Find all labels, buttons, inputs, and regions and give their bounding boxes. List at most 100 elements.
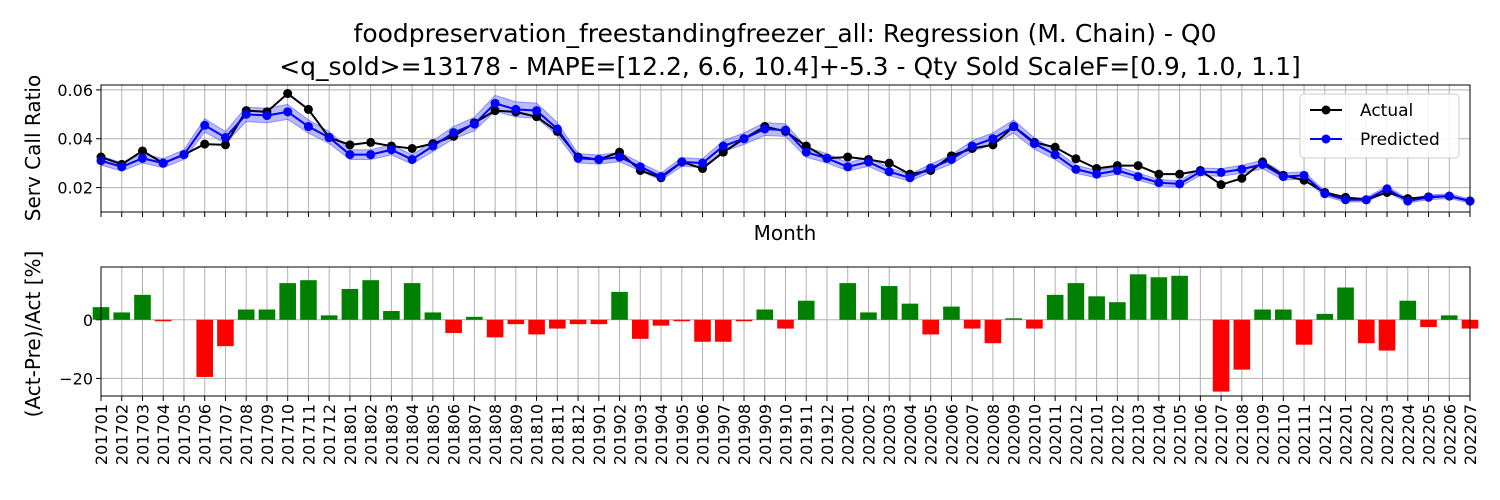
predicted-point — [117, 162, 127, 172]
month-tick-label: 202007 — [963, 404, 982, 465]
error-bar — [1150, 277, 1168, 320]
error-bar — [1109, 302, 1126, 320]
error-bar — [362, 280, 379, 320]
error-bar — [1233, 319, 1251, 370]
predicted-point — [988, 134, 998, 144]
actual-point — [843, 152, 853, 162]
error-bar — [279, 283, 296, 320]
month-tick-label: 202102 — [1108, 404, 1127, 465]
month-tick-label: 202204 — [1399, 404, 1418, 465]
error-bar — [1337, 287, 1354, 320]
predicted-point — [926, 163, 936, 173]
month-tick-label: 202106 — [1191, 404, 1210, 465]
legend-actual-marker — [1321, 105, 1331, 115]
predicted-point — [615, 152, 625, 162]
month-tick-label: 202207 — [1461, 404, 1480, 465]
error-bar — [1275, 309, 1292, 320]
error-bar — [569, 319, 587, 325]
month-tick-label: 202112 — [1316, 404, 1335, 465]
legend-actual-label: Actual — [1360, 101, 1413, 121]
month-tick-label: 201812 — [569, 404, 588, 465]
month-tick-label: 201801 — [341, 404, 360, 465]
error-bar — [590, 319, 608, 325]
predicted-point — [428, 141, 438, 151]
error-bar — [984, 319, 1002, 344]
actual-point — [345, 140, 355, 150]
predicted-point — [241, 109, 251, 119]
month-tick-label: 201701 — [92, 404, 111, 465]
month-tick-label: 202005 — [922, 404, 941, 465]
error-bar — [1088, 296, 1105, 320]
top-ytick-label: 0.02 — [57, 179, 93, 198]
month-tick-label: 202104 — [1150, 404, 1169, 465]
month-tick-label: 201901 — [590, 404, 609, 465]
predicted-point — [781, 125, 790, 135]
error-bar — [1026, 319, 1043, 329]
predicted-point — [1050, 150, 1060, 160]
month-tick-label: 201809 — [507, 404, 526, 465]
error-bar — [963, 319, 981, 329]
predicted-point — [905, 173, 915, 183]
top-ytick-label: 0.04 — [57, 130, 93, 149]
month-tick-label: 201802 — [362, 404, 381, 465]
legend-predicted-marker — [1321, 134, 1331, 144]
error-bar — [901, 303, 919, 320]
error-bar — [839, 283, 857, 320]
actual-point — [490, 106, 500, 116]
month-tick-label: 202011 — [1046, 404, 1065, 465]
error-bar — [320, 315, 338, 320]
month-tick-label: 201807 — [465, 404, 484, 465]
predicted-point — [1444, 191, 1454, 201]
month-tick-label: 202203 — [1378, 404, 1397, 465]
error-bar — [424, 312, 442, 320]
predicted-point — [303, 122, 313, 132]
error-bar — [466, 316, 483, 320]
predicted-point — [137, 153, 147, 163]
predicted-point — [283, 107, 293, 117]
actual-point — [1133, 161, 1143, 171]
predicted-point — [345, 150, 355, 160]
predicted-point — [158, 158, 168, 168]
predicted-point — [822, 153, 832, 163]
error-bar — [1171, 275, 1188, 320]
month-tick-label: 201703 — [133, 404, 152, 465]
month-tick-label: 201709 — [258, 404, 277, 465]
error-bar — [403, 283, 421, 320]
error-bar — [528, 319, 545, 335]
month-tick-label: 202105 — [1171, 404, 1190, 465]
error-bar — [652, 319, 670, 326]
month-tick-label: 201811 — [548, 404, 567, 465]
error-bar — [300, 280, 317, 320]
month-tick-label: 201806 — [445, 404, 464, 465]
month-tick-label: 202205 — [1420, 404, 1439, 465]
actual-point — [220, 140, 230, 150]
predicted-point — [1112, 165, 1122, 175]
month-tick-label: 201912 — [818, 404, 837, 465]
predicted-point — [1320, 189, 1330, 199]
predicted-point — [220, 133, 230, 143]
predicted-point — [511, 104, 521, 114]
error-bar — [756, 309, 774, 320]
error-bar — [154, 319, 172, 322]
predicted-point — [1092, 169, 1102, 179]
predicted-point — [1071, 164, 1081, 174]
top-y-axis-label: Serv Call Ratio — [21, 75, 45, 221]
month-tick-label: 202003 — [880, 404, 899, 465]
predicted-point — [967, 141, 977, 151]
actual-point — [407, 144, 417, 153]
error-bar — [1295, 319, 1313, 345]
error-bar — [714, 319, 732, 342]
month-tick-label: 202009 — [1005, 404, 1024, 465]
month-tick-label: 201804 — [403, 404, 422, 465]
error-bar — [383, 310, 400, 320]
month-tick-label: 201810 — [528, 404, 547, 465]
error-bar — [486, 319, 504, 338]
predicted-point — [698, 158, 708, 168]
error-bar — [860, 312, 877, 320]
error-bar — [611, 291, 628, 320]
error-bar — [1420, 319, 1437, 328]
month-tick-label: 201909 — [756, 404, 775, 465]
month-tick-label: 202206 — [1440, 404, 1459, 465]
month-tick-label: 201902 — [611, 404, 630, 465]
actual-point — [1237, 173, 1247, 183]
